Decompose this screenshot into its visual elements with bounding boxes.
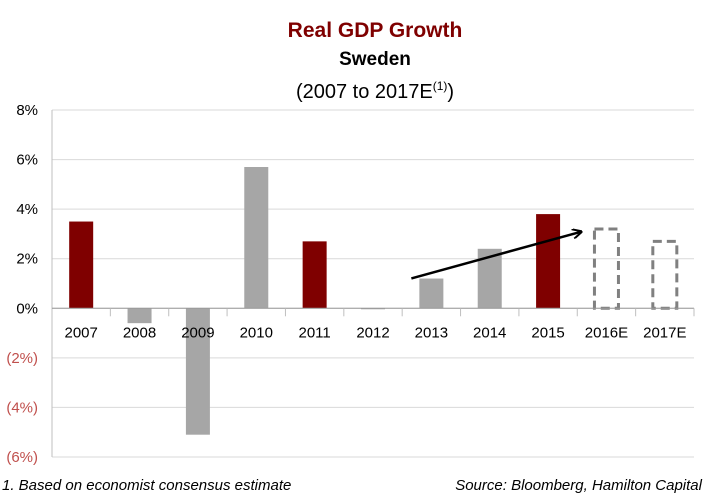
x-tick-label: 2015 xyxy=(531,324,564,341)
y-tick-label: (6%) xyxy=(6,449,38,466)
bar-2008 xyxy=(127,308,152,324)
bar-2007 xyxy=(69,221,94,309)
x-tick-label: 2014 xyxy=(473,324,506,341)
x-tick-label: 2017E xyxy=(643,324,686,341)
bar-2013 xyxy=(419,278,444,309)
y-tick-label: 8% xyxy=(16,102,38,119)
range-label-text: (2007 to 2017E xyxy=(296,81,433,103)
bar-2015 xyxy=(536,214,561,309)
range-label-superscript: (1) xyxy=(433,79,448,93)
y-tick-label: 0% xyxy=(16,300,38,317)
trend-arrow xyxy=(411,232,580,280)
x-tick-label: 2013 xyxy=(415,324,448,341)
bar-2016E xyxy=(592,227,620,310)
gridlines xyxy=(51,109,694,458)
x-tick-label: 2008 xyxy=(123,324,156,341)
chart-subtitle: Sweden xyxy=(339,49,411,70)
y-tick-label: 4% xyxy=(16,201,38,218)
range-label-close: ) xyxy=(447,81,454,103)
y-tick-label: (4%) xyxy=(6,399,38,416)
chart-range-label: (2007 to 2017E(1)) xyxy=(296,79,454,103)
x-tick-label: 2009 xyxy=(181,324,214,341)
footnote: 1. Based on economist consensus estimate xyxy=(2,477,291,494)
y-tick-label: (2%) xyxy=(6,350,38,367)
x-tick-label: 2016E xyxy=(585,324,628,341)
x-tick-label: 2007 xyxy=(64,324,97,341)
x-tick-label: 2010 xyxy=(240,324,273,341)
bar-2017E xyxy=(651,239,679,310)
bar-2009 xyxy=(185,308,210,435)
bar-2011 xyxy=(302,241,327,309)
y-tick-label: 2% xyxy=(16,251,38,268)
x-tick-label: 2011 xyxy=(299,324,331,341)
chart-title: Real GDP Growth xyxy=(288,19,463,42)
bar-2010 xyxy=(244,167,269,309)
x-axis-labels: 2007 2008 2009 2010 2011 2012 2013 2014 2015 2016… xyxy=(64,308,695,341)
y-axis-ticks: 8% 6% 4% 2% 0% (2%) (4%) (6%) xyxy=(6,102,38,466)
bars xyxy=(69,167,679,435)
x-tick-label: 2012 xyxy=(356,324,389,341)
source-note: Source: Bloomberg, Hamilton Capital xyxy=(455,477,702,494)
y-tick-label: 6% xyxy=(16,152,38,169)
